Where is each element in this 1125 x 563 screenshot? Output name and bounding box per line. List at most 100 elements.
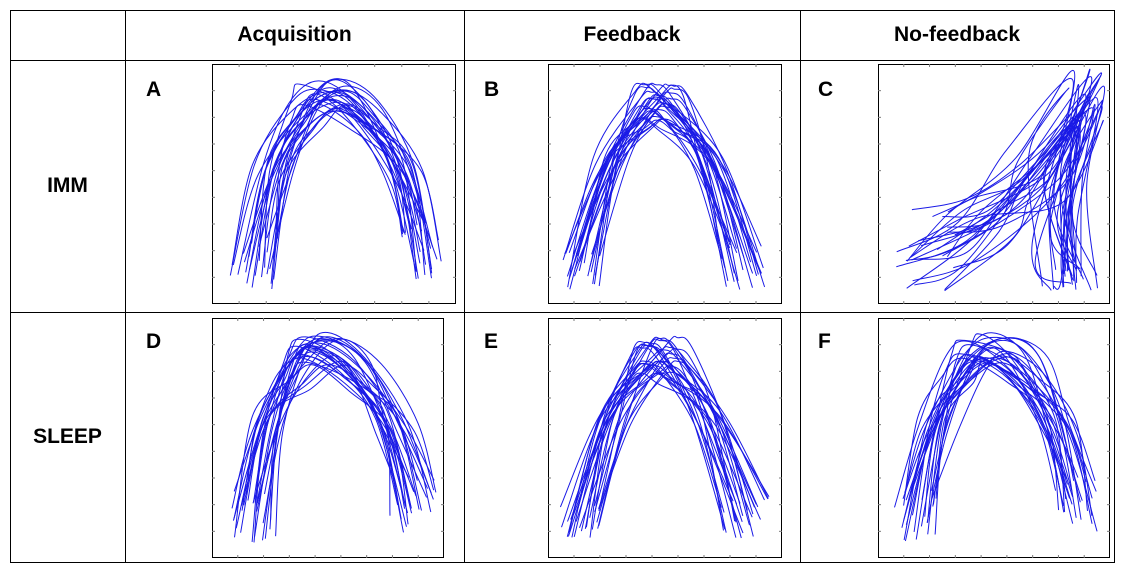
plot-canvas — [548, 318, 782, 558]
row-label-sleep: SLEEP — [33, 425, 102, 448]
trajectory-trace — [936, 115, 1076, 288]
trajectory-trace — [583, 117, 731, 264]
trajectory-trace — [234, 364, 409, 538]
panel-letter-b: B — [484, 78, 500, 101]
trajectory-trace — [594, 360, 737, 523]
trajectory-trace — [564, 83, 731, 255]
trajectory-trace — [571, 341, 725, 538]
trajectory-trace — [946, 68, 1091, 280]
trajectory-plot-f — [878, 318, 1110, 558]
trajectory-trace — [910, 127, 1078, 290]
plot-canvas — [878, 318, 1110, 558]
trajectory-trace — [896, 78, 1074, 291]
trajectory-traces — [229, 78, 442, 290]
trajectory-trace — [955, 84, 1080, 272]
trajectory-trace — [906, 70, 1076, 270]
trajectory-trace — [567, 365, 724, 537]
trajectory-plot-a — [212, 64, 456, 304]
panel-letter-e: E — [484, 330, 499, 353]
trajectory-trace — [905, 353, 1074, 525]
trajectory-trace — [248, 78, 404, 257]
panel-letter-d: D — [146, 330, 162, 353]
trajectory-trace — [953, 85, 1106, 289]
trajectory-trace — [954, 74, 1102, 271]
trajectory-trace — [264, 83, 425, 268]
trajectory-plot-b — [548, 64, 782, 304]
trajectory-trace — [589, 96, 764, 269]
axis-ticks — [548, 318, 782, 558]
axis-ticks — [212, 64, 456, 304]
trajectory-trace — [574, 107, 723, 263]
trajectory-trace — [598, 371, 742, 539]
trajectory-trace — [579, 87, 720, 263]
trajectory-trace — [240, 364, 435, 506]
trajectory-trace — [926, 337, 1097, 523]
plot-canvas — [878, 64, 1110, 304]
trajectory-trace — [273, 110, 411, 280]
axis-ticks — [878, 318, 1110, 558]
trajectory-trace — [231, 91, 413, 265]
trajectory-plot-e — [548, 318, 782, 558]
trajectory-trace — [924, 347, 1066, 517]
trajectory-trace — [269, 85, 432, 270]
plot-frame — [548, 64, 782, 304]
axis-ticks — [212, 318, 444, 558]
header-no-feedback: No-feedback — [893, 23, 1021, 46]
trajectory-trace — [597, 372, 750, 529]
trajectory-trace — [559, 348, 759, 508]
plot-frame — [212, 318, 444, 558]
trajectory-plot-c — [878, 64, 1110, 304]
table-border-col2 — [464, 10, 465, 563]
trajectory-trace — [251, 345, 399, 542]
trajectory-trace — [566, 360, 765, 537]
plot-canvas — [212, 318, 444, 558]
table-border-col1 — [125, 10, 126, 563]
trajectory-trace — [908, 92, 1091, 272]
trajectory-trace — [247, 360, 422, 511]
trajectory-trace — [235, 337, 437, 529]
trajectory-trace — [935, 360, 1096, 499]
trajectory-trace — [251, 90, 417, 288]
trajectory-trace — [589, 372, 753, 538]
trajectory-trace — [585, 346, 744, 534]
trajectory-trace — [567, 347, 736, 522]
trajectory-trace — [232, 342, 435, 521]
trajectory-plot-d — [212, 318, 444, 558]
trajectory-trace — [232, 95, 432, 279]
trajectory-trace — [911, 357, 1065, 513]
table-border-row-divider — [10, 312, 1115, 313]
trajectory-trace — [233, 338, 429, 492]
trajectory-trace — [258, 110, 439, 247]
panel-letter-a: A — [146, 78, 162, 101]
row-label-imm: IMM — [47, 174, 88, 197]
trajectory-trace — [944, 93, 1087, 291]
panel-letter-f: F — [818, 330, 831, 353]
trajectory-trace — [266, 89, 442, 262]
plot-canvas — [548, 64, 782, 304]
trajectory-trace — [246, 107, 434, 284]
trajectory-trace — [266, 107, 427, 253]
trajectory-trace — [275, 331, 432, 537]
trajectory-trace — [592, 105, 758, 284]
header-acquisition: Acquisition — [237, 23, 352, 46]
header-feedback: Feedback — [583, 23, 681, 46]
table-border-top — [10, 10, 1115, 11]
trajectory-trace — [241, 337, 415, 511]
trajectory-trace — [903, 357, 1093, 541]
trajectory-traces — [559, 335, 770, 539]
trajectory-trace — [596, 337, 757, 523]
trajectory-trace — [231, 335, 434, 509]
trajectory-trace — [262, 338, 401, 524]
trajectory-traces — [562, 82, 766, 290]
trajectory-trace — [277, 103, 406, 239]
trajectory-trace — [902, 355, 1088, 511]
trajectory-trace — [593, 86, 762, 285]
table-border-header-bottom — [10, 60, 1115, 61]
trajectory-trace — [591, 362, 769, 530]
trajectory-traces — [896, 68, 1106, 292]
trajectory-trace — [932, 358, 1087, 505]
plot-canvas — [212, 64, 456, 304]
trajectory-trace — [904, 336, 1077, 518]
trajectory-trace — [587, 115, 738, 277]
